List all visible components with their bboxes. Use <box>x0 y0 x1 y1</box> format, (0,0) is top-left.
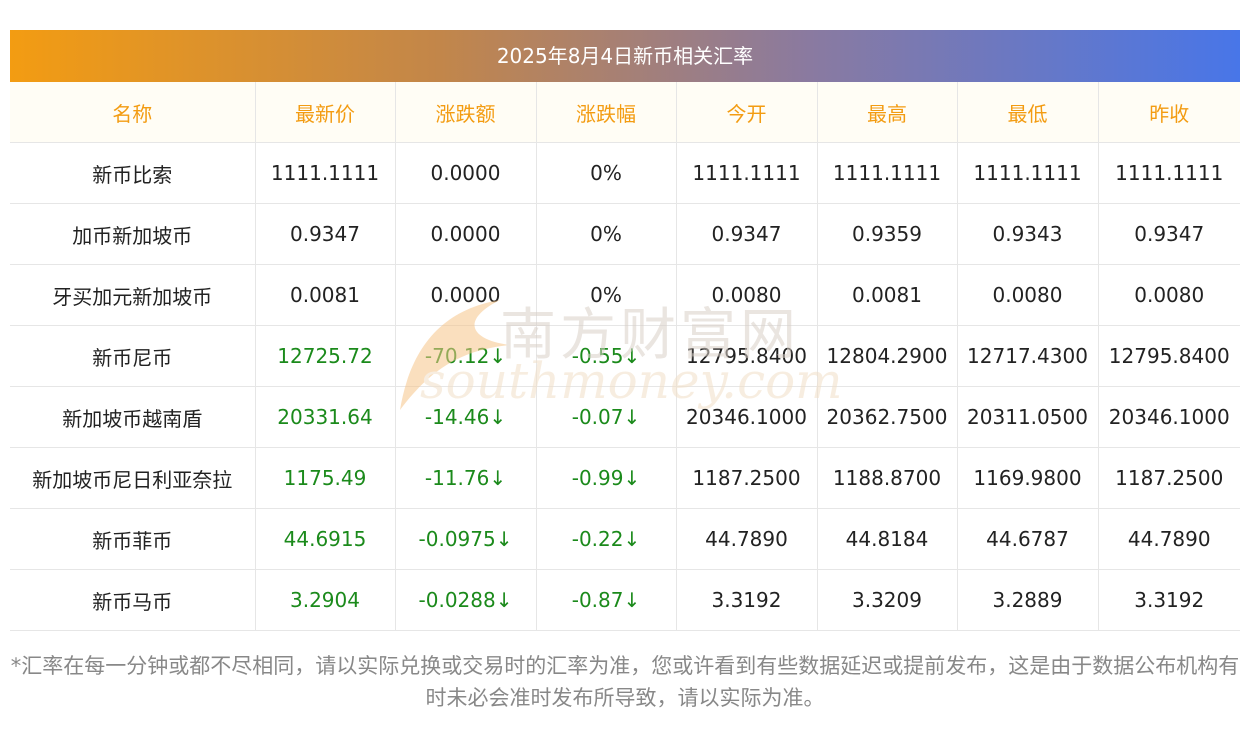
table-row: 加币新加坡币 0.9347 0.0000 0% 0.9347 0.9359 0.9343 0.… <box>10 203 1240 265</box>
cell-low: 0.9343 <box>957 203 1099 265</box>
cell-open: 44.7890 <box>676 508 818 570</box>
cell-high: 12804.2900 <box>817 325 958 387</box>
cell-high: 44.8184 <box>817 508 958 570</box>
header-name: 名称 <box>10 82 256 143</box>
table-row: 新币马币 3.2904 -0.0288↓ -0.87↓ 3.3192 3.3209 3.28… <box>10 569 1240 631</box>
cell-name: 新加坡币越南盾 <box>10 386 256 448</box>
cell-open: 1187.2500 <box>676 447 818 509</box>
table-title: 2025年8月4日新币相关汇率 <box>10 30 1240 82</box>
cell-name: 新币菲币 <box>10 508 256 570</box>
cell-change: -70.12↓ <box>395 325 537 387</box>
cell-change-pct: 0% <box>536 203 677 265</box>
cell-latest: 0.9347 <box>255 203 396 265</box>
cell-prev-close: 0.0080 <box>1098 264 1240 326</box>
cell-prev-close: 12795.8400 <box>1098 325 1240 387</box>
table-row: 新加坡币尼日利亚奈拉 1175.49 -11.76↓ -0.99↓ 1187.2500 1… <box>10 447 1240 509</box>
cell-high: 20362.7500 <box>817 386 958 448</box>
table-row: 牙买加元新加坡币 0.0081 0.0000 0% 0.0080 0.0081 0.0080… <box>10 264 1240 326</box>
cell-high: 3.3209 <box>817 569 958 631</box>
cell-name: 新币尼币 <box>10 325 256 387</box>
header-change: 涨跌额 <box>395 82 537 143</box>
disclaimer-text: *汇率在每一分钟或都不尽相同，请以实际兑换或交易时的汇率为准，您或许看到有些数据… <box>10 654 1240 710</box>
cell-name: 新币比索 <box>10 142 256 204</box>
cell-open: 0.0080 <box>676 264 818 326</box>
cell-name: 加币新加坡币 <box>10 203 256 265</box>
cell-change: -11.76↓ <box>395 447 537 509</box>
cell-low: 3.2889 <box>957 569 1099 631</box>
cell-prev-close: 20346.1000 <box>1098 386 1240 448</box>
cell-change: 0.0000 <box>395 203 537 265</box>
table-row: 新币菲币 44.6915 -0.0975↓ -0.22↓ 44.7890 44.8184 4… <box>10 508 1240 570</box>
cell-low: 1169.9800 <box>957 447 1099 509</box>
cell-prev-close: 3.3192 <box>1098 569 1240 631</box>
rate-table: 名称 最新价 涨跌额 涨跌幅 今开 最高 最低 昨收 新币比索 1111.1111… <box>10 82 1240 631</box>
rate-table-card: 2025年8月4日新币相关汇率 名称 最新价 涨跌额 涨跌幅 今开 最高 最低 … <box>10 30 1240 631</box>
cell-name: 新加坡币尼日利亚奈拉 <box>10 447 256 509</box>
header-change-pct: 涨跌幅 <box>536 82 677 143</box>
header-high: 最高 <box>817 82 958 143</box>
cell-open: 20346.1000 <box>676 386 818 448</box>
cell-low: 20311.0500 <box>957 386 1099 448</box>
header-low: 最低 <box>957 82 1099 143</box>
cell-change-pct: 0% <box>536 142 677 204</box>
cell-high: 0.0081 <box>817 264 958 326</box>
cell-low: 44.6787 <box>957 508 1099 570</box>
cell-open: 1111.1111 <box>676 142 818 204</box>
table-row: 新加坡币越南盾 20331.64 -14.46↓ -0.07↓ 20346.1000 20… <box>10 386 1240 448</box>
cell-open: 0.9347 <box>676 203 818 265</box>
header-prev-close: 昨收 <box>1098 82 1240 143</box>
cell-latest: 12725.72 <box>255 325 396 387</box>
cell-change-pct: -0.07↓ <box>536 386 677 448</box>
cell-change-pct: -0.87↓ <box>536 569 677 631</box>
cell-open: 3.3192 <box>676 569 818 631</box>
cell-latest: 1111.1111 <box>255 142 396 204</box>
cell-prev-close: 1187.2500 <box>1098 447 1240 509</box>
header-open: 今开 <box>676 82 818 143</box>
cell-latest: 1175.49 <box>255 447 396 509</box>
cell-change: -0.0288↓ <box>395 569 537 631</box>
cell-name: 新币马币 <box>10 569 256 631</box>
table-row: 新币比索 1111.1111 0.0000 0% 1111.1111 1111.1111 1… <box>10 142 1240 204</box>
cell-change-pct: -0.55↓ <box>536 325 677 387</box>
cell-change-pct: 0% <box>536 264 677 326</box>
cell-change-pct: -0.22↓ <box>536 508 677 570</box>
cell-change-pct: -0.99↓ <box>536 447 677 509</box>
cell-low: 1111.1111 <box>957 142 1099 204</box>
cell-change: 0.0000 <box>395 142 537 204</box>
cell-latest: 0.0081 <box>255 264 396 326</box>
cell-prev-close: 44.7890 <box>1098 508 1240 570</box>
cell-prev-close: 1111.1111 <box>1098 142 1240 204</box>
cell-name: 牙买加元新加坡币 <box>10 264 256 326</box>
cell-low: 12717.4300 <box>957 325 1099 387</box>
cell-latest: 20331.64 <box>255 386 396 448</box>
header-latest: 最新价 <box>255 82 396 143</box>
cell-low: 0.0080 <box>957 264 1099 326</box>
header-row: 名称 最新价 涨跌额 涨跌幅 今开 最高 最低 昨收 <box>10 82 1240 143</box>
cell-latest: 3.2904 <box>255 569 396 631</box>
cell-high: 1188.8700 <box>817 447 958 509</box>
cell-change: 0.0000 <box>395 264 537 326</box>
cell-latest: 44.6915 <box>255 508 396 570</box>
table-row: 新币尼币 12725.72 -70.12↓ -0.55↓ 12795.8400 12804… <box>10 325 1240 387</box>
cell-high: 1111.1111 <box>817 142 958 204</box>
cell-change: -0.0975↓ <box>395 508 537 570</box>
cell-change: -14.46↓ <box>395 386 537 448</box>
cell-prev-close: 0.9347 <box>1098 203 1240 265</box>
cell-high: 0.9359 <box>817 203 958 265</box>
cell-open: 12795.8400 <box>676 325 818 387</box>
